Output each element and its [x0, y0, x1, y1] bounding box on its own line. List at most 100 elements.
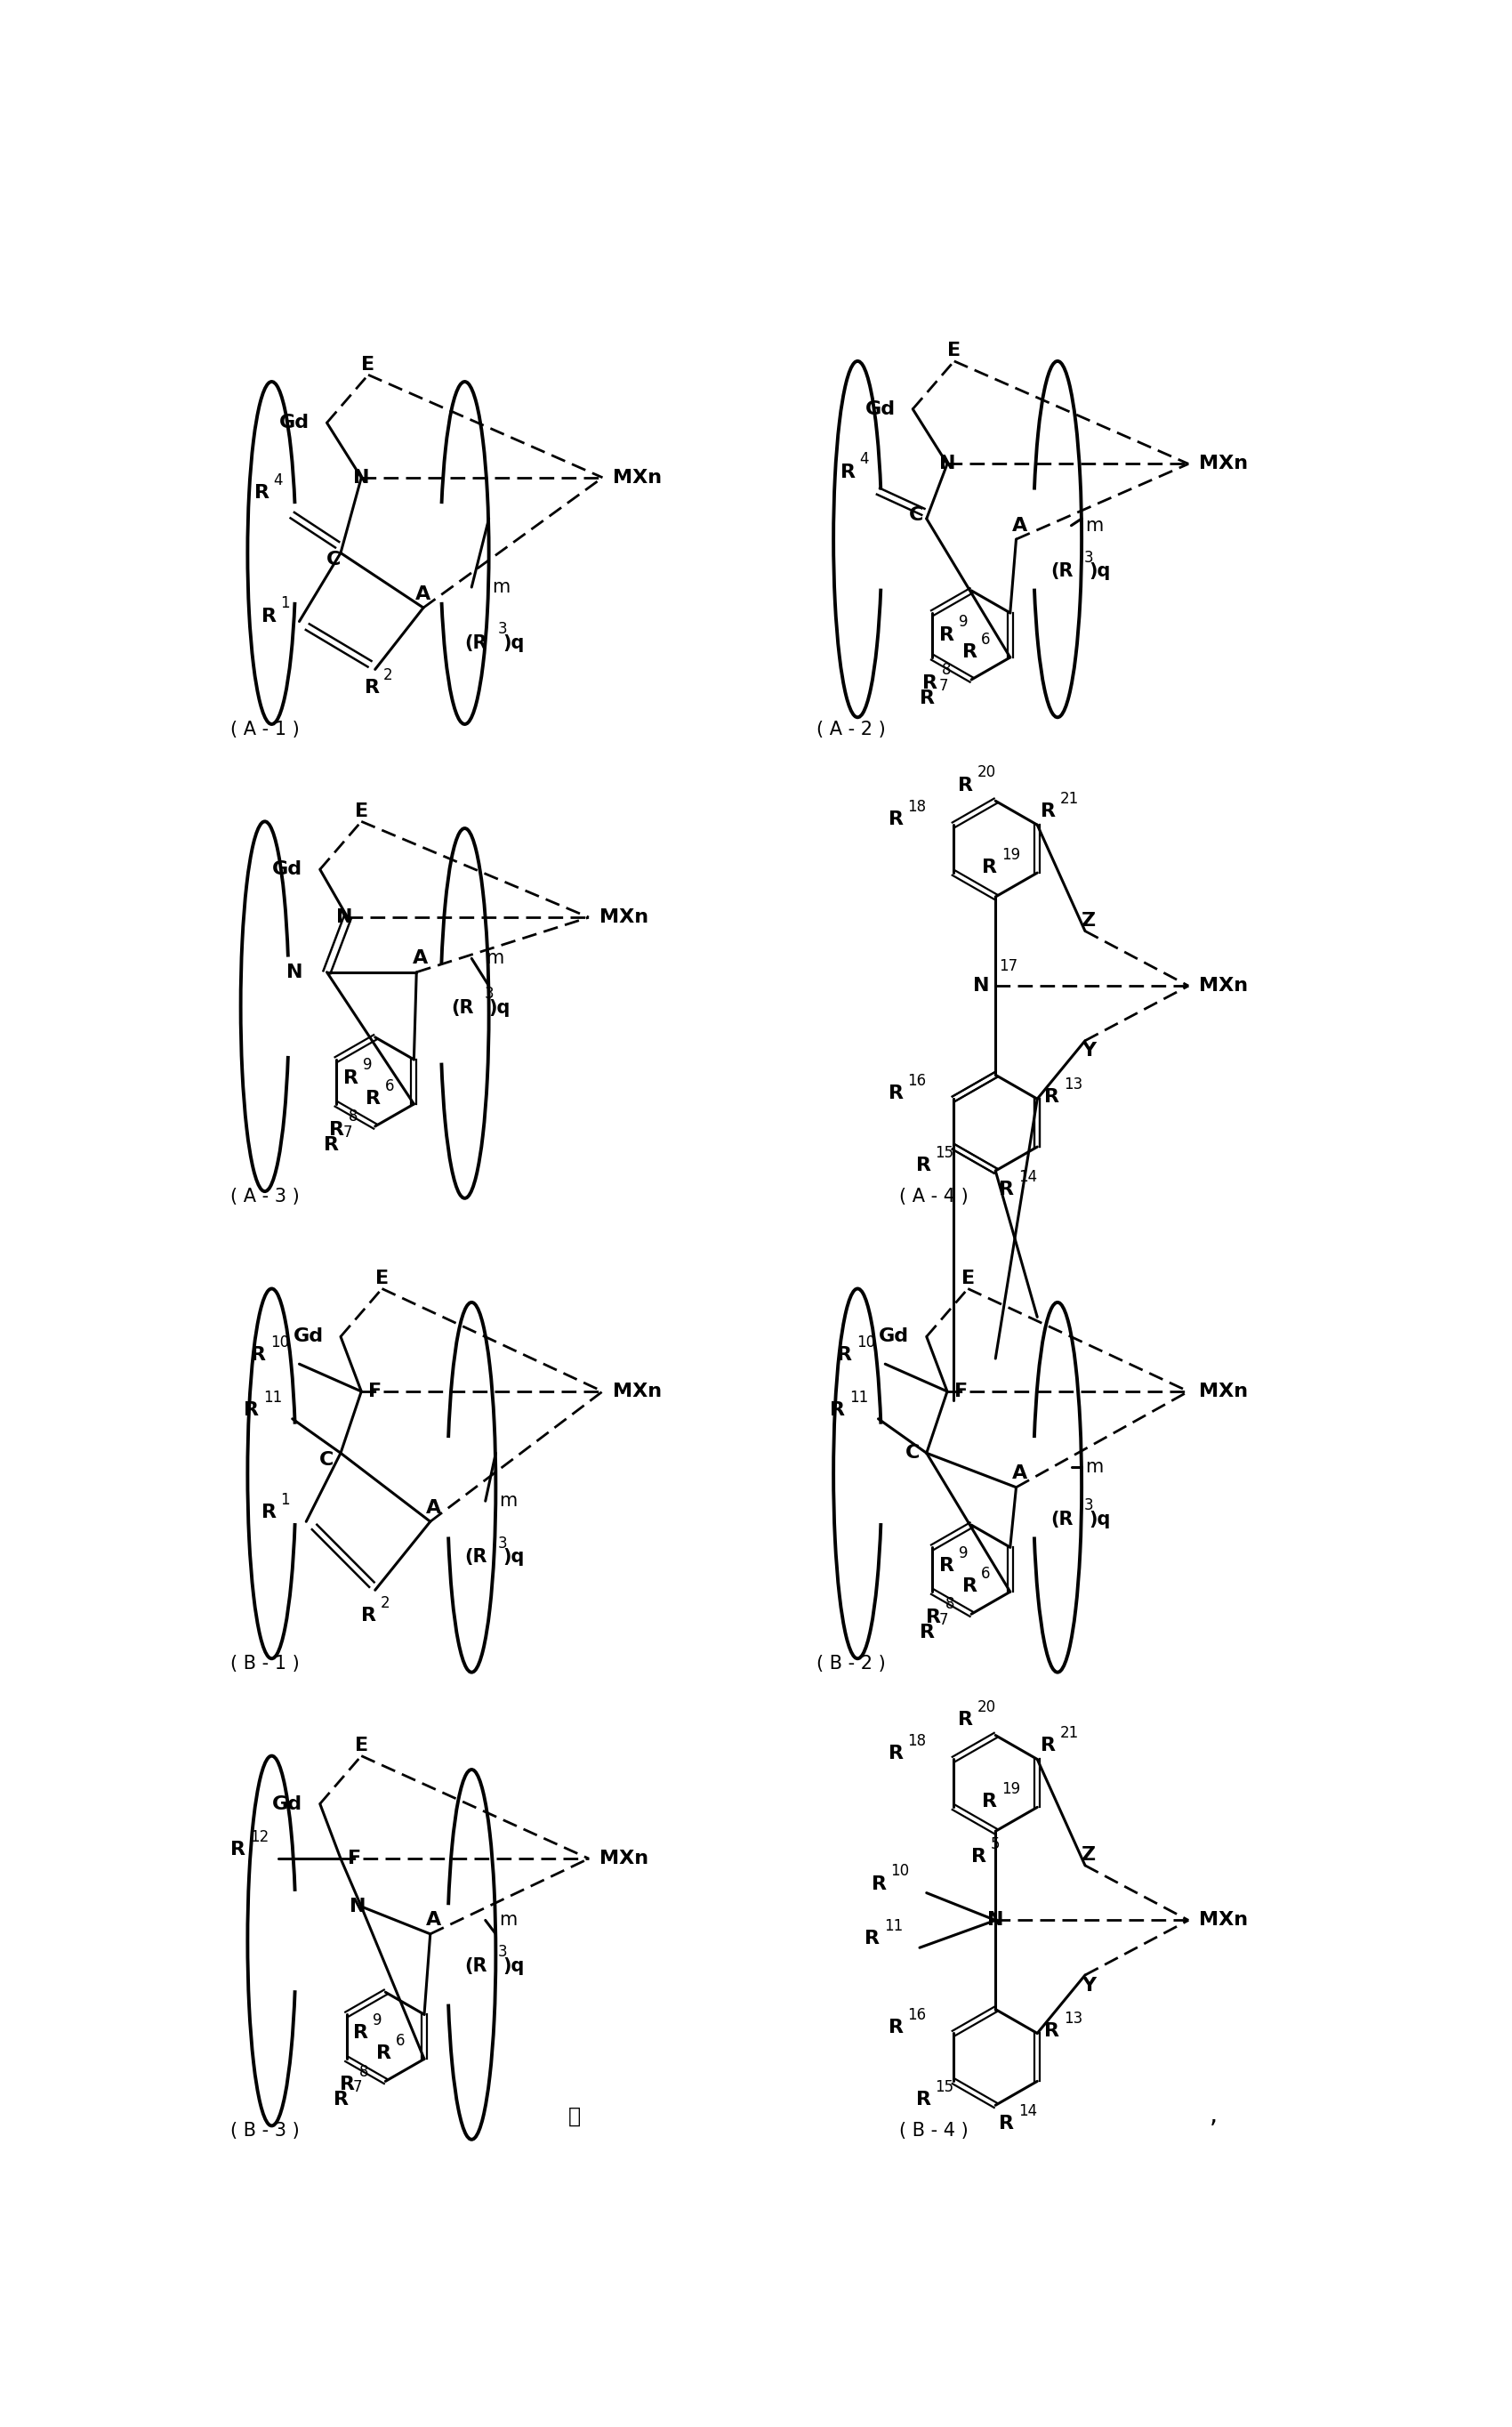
Text: 10: 10 — [856, 1335, 875, 1349]
Text: (R: (R — [1051, 1510, 1074, 1529]
Text: 7: 7 — [343, 1124, 352, 1141]
Text: )q: )q — [488, 1000, 511, 1017]
Text: 3: 3 — [497, 1536, 507, 1551]
Text: 10: 10 — [271, 1335, 289, 1349]
Text: A: A — [1012, 1466, 1027, 1483]
Text: 21: 21 — [1060, 791, 1080, 806]
Text: E: E — [355, 1738, 367, 1755]
Text: E: E — [355, 803, 367, 820]
Text: R: R — [999, 2114, 1015, 2133]
Text: R: R — [962, 1578, 977, 1595]
Text: 1: 1 — [281, 1493, 290, 1507]
Text: E: E — [962, 1269, 975, 1286]
Text: ( B - 1 ): ( B - 1 ) — [230, 1655, 299, 1672]
Text: Gd: Gd — [272, 862, 302, 879]
Text: 4: 4 — [274, 471, 283, 488]
Text: 18: 18 — [907, 1733, 927, 1750]
Text: R: R — [939, 626, 954, 643]
Text: R: R — [838, 1347, 853, 1364]
Text: ( A - 4 ): ( A - 4 ) — [900, 1187, 968, 1206]
Text: 20: 20 — [977, 765, 995, 781]
Text: 17: 17 — [999, 959, 1018, 973]
Text: 12: 12 — [249, 1830, 269, 1845]
Text: MXn: MXn — [599, 1849, 649, 1866]
Text: 3: 3 — [1084, 549, 1093, 565]
Text: 3: 3 — [497, 621, 507, 638]
Text: R: R — [230, 1842, 245, 1859]
Text: C: C — [327, 551, 342, 568]
Text: 11: 11 — [263, 1388, 283, 1405]
Text: R: R — [330, 1121, 345, 1138]
Text: 10: 10 — [891, 1864, 910, 1878]
Text: 19: 19 — [1001, 847, 1021, 862]
Text: MXn: MXn — [612, 468, 662, 485]
Text: 2: 2 — [381, 1595, 390, 1612]
Text: E: E — [375, 1269, 389, 1286]
Text: Z: Z — [1081, 1847, 1096, 1864]
Text: N: N — [349, 1898, 366, 1915]
Text: Gd: Gd — [878, 1328, 909, 1345]
Text: (R: (R — [464, 633, 487, 653]
Text: )q: )q — [1089, 563, 1110, 580]
Text: 9: 9 — [373, 2012, 383, 2029]
Text: Z: Z — [1081, 913, 1096, 930]
Text: 9: 9 — [363, 1058, 372, 1073]
Text: R: R — [262, 607, 277, 626]
Text: )q: )q — [1089, 1510, 1110, 1529]
Text: m: m — [1086, 1459, 1104, 1476]
Text: ( A - 1 ): ( A - 1 ) — [230, 721, 299, 738]
Text: R: R — [841, 464, 856, 481]
Text: Gd: Gd — [865, 400, 895, 417]
Text: R: R — [888, 1085, 903, 1102]
Text: MXn: MXn — [1199, 1912, 1247, 1929]
Text: R: R — [871, 1876, 886, 1893]
Text: )q: )q — [502, 1548, 525, 1565]
Text: 13: 13 — [1063, 2010, 1083, 2027]
Text: Gd: Gd — [280, 415, 310, 432]
Text: R: R — [916, 2092, 931, 2109]
Text: ( B - 3 ): ( B - 3 ) — [230, 2121, 299, 2141]
Text: R: R — [262, 1505, 277, 1522]
Text: 8: 8 — [942, 663, 951, 677]
Text: R: R — [343, 1070, 358, 1087]
Text: 和: 和 — [569, 2107, 581, 2126]
Text: R: R — [888, 1745, 903, 1762]
Text: 16: 16 — [907, 1073, 927, 1090]
Text: 7: 7 — [352, 2080, 363, 2095]
Text: 7: 7 — [939, 677, 948, 694]
Text: N: N — [987, 1912, 1004, 1929]
Text: R: R — [251, 1347, 266, 1364]
Text: 21: 21 — [1060, 1726, 1080, 1740]
Text: N: N — [354, 468, 369, 485]
Text: 8: 8 — [358, 2063, 369, 2080]
Text: 1: 1 — [280, 595, 289, 612]
Text: MXn: MXn — [1199, 1383, 1247, 1400]
Text: ( B - 2 ): ( B - 2 ) — [816, 1655, 886, 1672]
Text: R: R — [925, 1609, 940, 1626]
Text: R: R — [1045, 1087, 1060, 1107]
Text: 2: 2 — [384, 667, 393, 684]
Text: m: m — [1086, 517, 1104, 534]
Text: Gd: Gd — [293, 1328, 324, 1345]
Text: 3: 3 — [484, 985, 493, 1002]
Text: R: R — [354, 2024, 369, 2041]
Text: R: R — [1040, 803, 1055, 820]
Text: 6: 6 — [981, 631, 990, 648]
Text: m: m — [499, 1493, 517, 1510]
Text: )q: )q — [502, 1959, 525, 1976]
Text: R: R — [830, 1400, 845, 1420]
Text: R: R — [1040, 1738, 1055, 1755]
Text: R: R — [334, 2092, 349, 2109]
Text: 3: 3 — [1084, 1497, 1093, 1514]
Text: F: F — [348, 1849, 361, 1866]
Text: R: R — [888, 2019, 903, 2036]
Text: MXn: MXn — [1199, 978, 1247, 995]
Text: 8: 8 — [349, 1109, 358, 1124]
Text: R: R — [366, 1090, 381, 1107]
Text: A: A — [416, 585, 431, 602]
Text: )q: )q — [502, 633, 525, 653]
Text: R: R — [957, 1711, 972, 1728]
Text: 14: 14 — [1018, 2104, 1037, 2119]
Text: 15: 15 — [934, 1146, 954, 1160]
Text: 18: 18 — [907, 798, 927, 815]
